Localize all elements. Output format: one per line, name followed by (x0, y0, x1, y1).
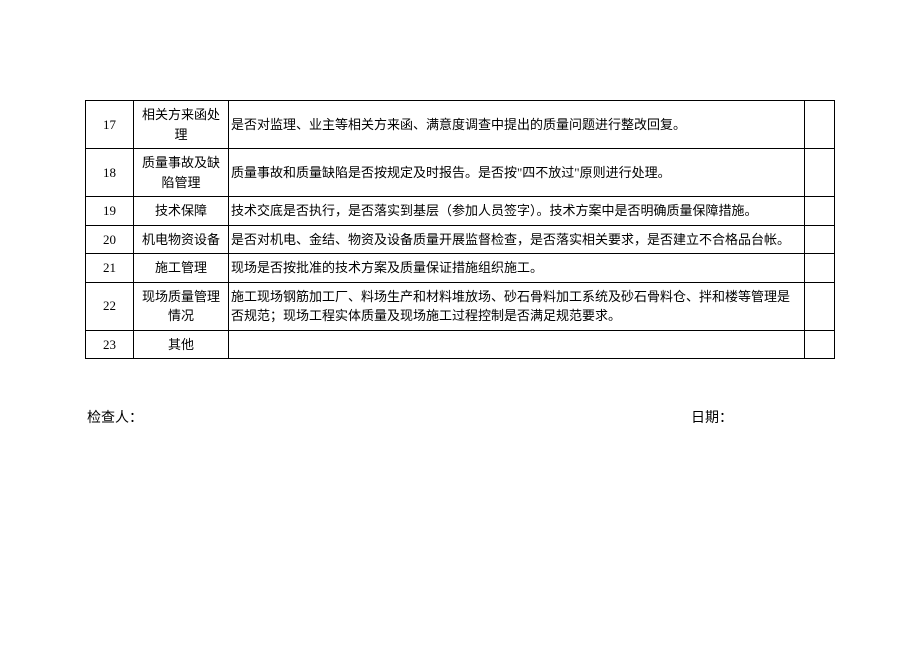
table-row: 18 质量事故及缺陷管理 质量事故和质量缺陷是否按规定及时报告。是否按"四不放过… (86, 149, 835, 197)
row-category: 质量事故及缺陷管理 (134, 149, 229, 197)
row-category: 现场质量管理情况 (134, 282, 229, 330)
row-empty (805, 282, 835, 330)
table-row: 21 施工管理 现场是否按批准的技术方案及质量保证措施组织施工。 (86, 254, 835, 283)
row-category: 机电物资设备 (134, 225, 229, 254)
row-content: 现场是否按批准的技术方案及质量保证措施组织施工。 (229, 254, 805, 283)
table-row: 23 其他 (86, 330, 835, 359)
row-empty (805, 225, 835, 254)
table-row: 19 技术保障 技术交底是否执行，是否落实到基层（参加人员签字）。技术方案中是否… (86, 197, 835, 226)
date-label: 日期： (691, 407, 833, 427)
inspection-table: 17 相关方来函处理 是否对监理、业主等相关方来函、满意度调查中提出的质量问题进… (85, 100, 835, 359)
inspector-label: 检查人： (87, 407, 143, 427)
row-number: 19 (86, 197, 134, 226)
footer: 检查人： 日期： (85, 407, 835, 427)
table-row: 20 机电物资设备 是否对机电、金结、物资及设备质量开展监督检查，是否落实相关要… (86, 225, 835, 254)
row-content: 质量事故和质量缺陷是否按规定及时报告。是否按"四不放过"原则进行处理。 (229, 149, 805, 197)
row-content (229, 330, 805, 359)
row-number: 22 (86, 282, 134, 330)
table-row: 17 相关方来函处理 是否对监理、业主等相关方来函、满意度调查中提出的质量问题进… (86, 101, 835, 149)
row-content: 是否对机电、金结、物资及设备质量开展监督检查，是否落实相关要求，是否建立不合格品… (229, 225, 805, 254)
row-category: 相关方来函处理 (134, 101, 229, 149)
row-category: 技术保障 (134, 197, 229, 226)
row-number: 20 (86, 225, 134, 254)
row-number: 21 (86, 254, 134, 283)
row-empty (805, 101, 835, 149)
row-content: 是否对监理、业主等相关方来函、满意度调查中提出的质量问题进行整改回复。 (229, 101, 805, 149)
table-row: 22 现场质量管理情况 施工现场钢筋加工厂、料场生产和材料堆放场、砂石骨料加工系… (86, 282, 835, 330)
row-empty (805, 149, 835, 197)
row-category: 施工管理 (134, 254, 229, 283)
row-empty (805, 197, 835, 226)
row-number: 17 (86, 101, 134, 149)
table-body: 17 相关方来函处理 是否对监理、业主等相关方来函、满意度调查中提出的质量问题进… (86, 101, 835, 359)
row-number: 18 (86, 149, 134, 197)
row-empty (805, 254, 835, 283)
row-number: 23 (86, 330, 134, 359)
row-content: 施工现场钢筋加工厂、料场生产和材料堆放场、砂石骨料加工系统及砂石骨料仓、拌和楼等… (229, 282, 805, 330)
row-empty (805, 330, 835, 359)
row-category: 其他 (134, 330, 229, 359)
row-content: 技术交底是否执行，是否落实到基层（参加人员签字）。技术方案中是否明确质量保障措施… (229, 197, 805, 226)
